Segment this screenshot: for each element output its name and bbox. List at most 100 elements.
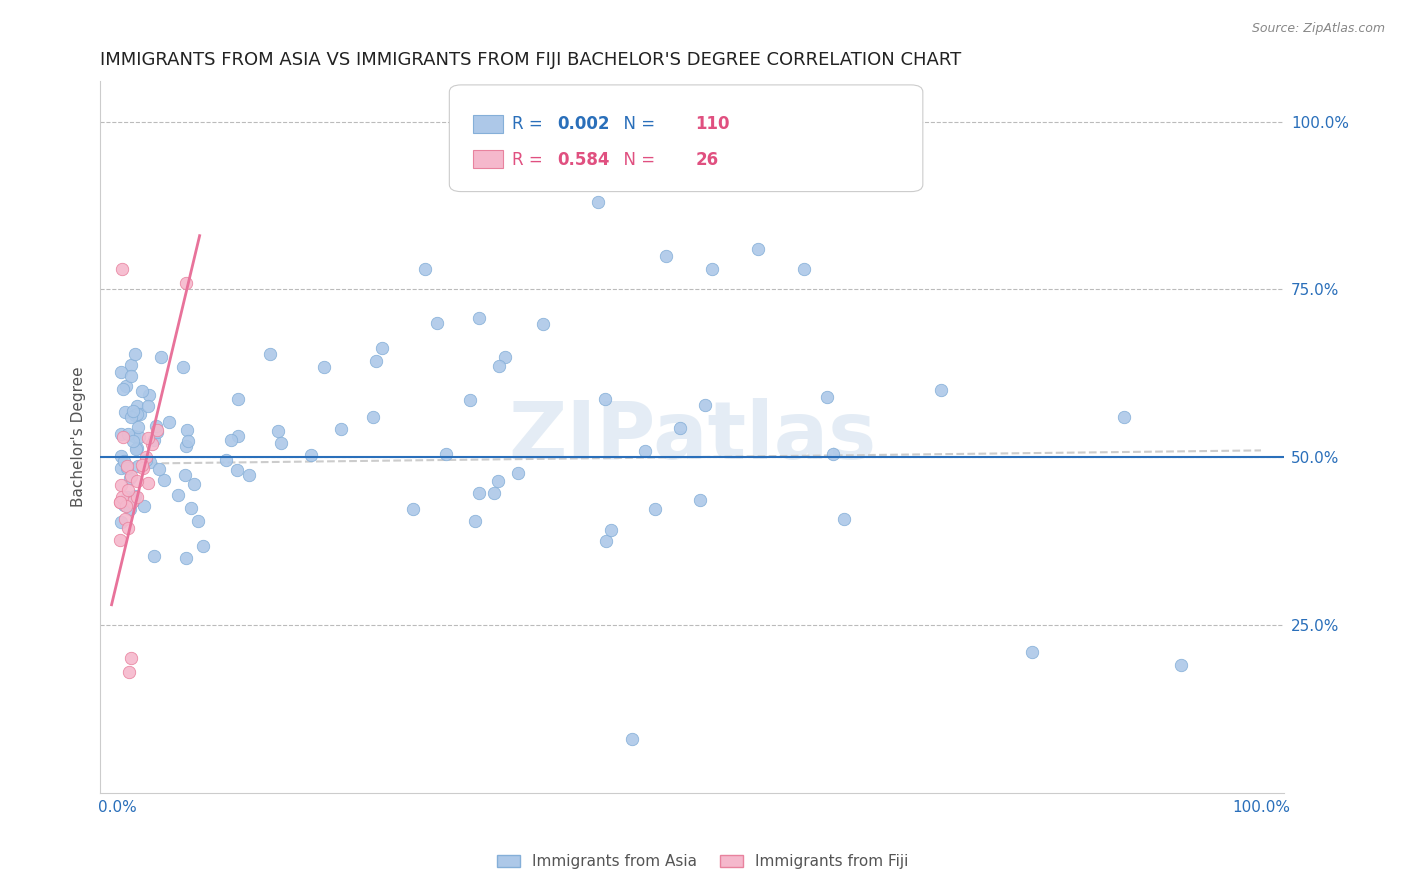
Point [132,499,155,513]
Point [122,429,145,443]
Point [146,425,169,439]
Point [127,399,149,413]
Point [700,262,723,277]
Point [118,501,141,516]
Point [693,398,716,412]
Point [531,318,554,332]
Point [620,731,643,746]
Point [191,539,214,553]
Point [929,383,952,397]
FancyBboxPatch shape [472,151,502,168]
Point [117,521,139,535]
Point [125,442,148,457]
FancyBboxPatch shape [450,85,922,192]
Point [153,473,176,487]
Text: ZIPatlas: ZIPatlas [508,398,876,476]
Point [115,460,138,475]
Point [633,444,655,458]
Point [115,490,138,504]
Point [187,514,209,528]
Point [120,358,142,372]
Text: 0.584: 0.584 [557,151,610,169]
Point [122,404,145,418]
Point [174,468,197,483]
Point [114,405,136,419]
Point [120,471,142,485]
Point [668,421,690,435]
Point [267,424,290,438]
Point [120,651,142,665]
Point [124,489,146,503]
Point [143,434,166,448]
Point [177,434,200,448]
Point [108,494,131,508]
Text: R =: R = [512,115,548,133]
Point [112,454,135,468]
Point [111,262,134,277]
Point [361,409,384,424]
Point [112,498,135,512]
Point [146,423,169,437]
Point [655,249,678,263]
Point [120,369,142,384]
Text: 0.002: 0.002 [557,115,610,133]
Point [1112,409,1135,424]
Point [270,436,292,450]
Point [330,422,353,436]
Point [464,514,486,528]
Point [166,488,188,502]
Point [494,350,516,364]
Point [586,195,609,210]
Point [458,393,481,408]
Point [401,502,423,516]
Point [747,242,769,256]
Point [110,426,132,441]
Point [225,463,247,477]
Point [595,534,617,549]
Point [125,474,148,488]
Point [111,430,134,444]
Legend: Immigrants from Asia, Immigrants from Fiji: Immigrants from Asia, Immigrants from Fi… [491,848,915,875]
Point [127,458,149,473]
Point [131,458,153,473]
Point [644,502,666,516]
Point [124,346,146,360]
Point [135,450,157,464]
Point [689,492,711,507]
Point [215,453,238,467]
Point [468,311,491,326]
Point [312,359,335,374]
Point [120,410,142,425]
Point [110,515,132,529]
Point [124,408,146,422]
Point [136,476,159,491]
Text: IMMIGRANTS FROM ASIA VS IMMIGRANTS FROM FIJI BACHELOR'S DEGREE CORRELATION CHART: IMMIGRANTS FROM ASIA VS IMMIGRANTS FROM … [100,51,962,69]
Point [482,485,505,500]
Point [111,491,134,505]
Point [110,365,132,379]
Point [142,549,165,563]
Point [468,486,491,500]
Point [131,384,153,399]
Point [110,478,132,492]
Point [1021,645,1043,659]
Point [121,494,143,508]
Point [139,455,162,469]
Point [219,433,242,447]
Point [141,436,163,450]
Point [114,500,136,514]
Text: 26: 26 [696,151,718,169]
Point [121,493,143,508]
Point [108,495,131,509]
Point [135,453,157,467]
Point [180,501,202,516]
Point [127,442,149,456]
Point [157,415,180,429]
Point [127,420,149,434]
Point [226,429,249,443]
Point [118,665,141,679]
Point [129,407,152,421]
Point [486,474,509,488]
Point [174,550,197,565]
Point [371,342,394,356]
